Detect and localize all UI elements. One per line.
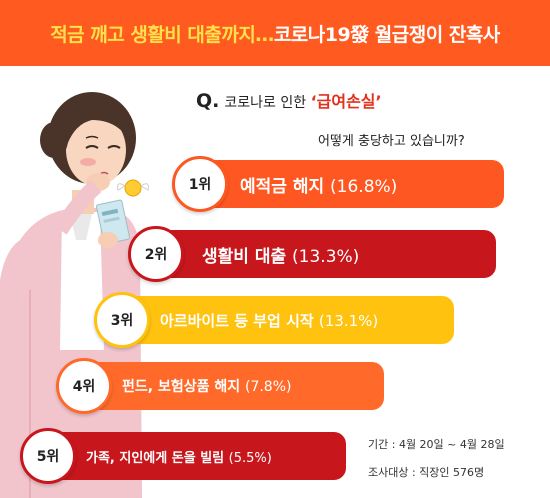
rank-badge-2: 2위 bbox=[128, 226, 184, 282]
survey-period: 기간 : 4월 20일 ~ 4월 28일 bbox=[368, 438, 505, 451]
bar-label-3: 아르바이트 등 부업 시작 (13.1%) bbox=[160, 310, 378, 331]
value-label-3: (13.1%) bbox=[318, 311, 379, 330]
question-line-1: Q. 코로나로 인한 ‘급여손실’ bbox=[196, 88, 382, 112]
rank-badge-5: 5위 bbox=[20, 428, 76, 484]
question-emphasis: ‘급여손실’ bbox=[310, 92, 382, 111]
category-2: 생활비 대출 bbox=[202, 246, 287, 267]
rank-badge-3: 3위 bbox=[94, 292, 150, 348]
category-4: 펀드, 보험상품 해지 bbox=[122, 379, 241, 395]
worried-worker-illustration bbox=[0, 92, 149, 498]
bar-label-1: 예적금 해지 (16.8%) bbox=[240, 172, 397, 197]
banner-title: 코로나19發 월급쟁이 잔혹사 bbox=[273, 23, 500, 46]
value-label-2: (13.3%) bbox=[292, 246, 360, 267]
banner-title-highlight: 적금 깨고 생활비 대출까지… bbox=[50, 23, 274, 46]
value-label-1: (16.8%) bbox=[330, 176, 398, 197]
rank-badge-4: 4위 bbox=[56, 358, 112, 414]
bar-label-4: 펀드, 보험상품 해지 (7.8%) bbox=[122, 376, 291, 396]
question-line-2: 어떻게 충당하고 있습니까? bbox=[318, 134, 465, 149]
bar-rank-1: 예적금 해지 (16.8%) bbox=[196, 160, 504, 208]
category-3: 아르바이트 등 부업 시작 bbox=[160, 311, 314, 330]
survey-target: 조사대상 : 직장인 576명 bbox=[368, 466, 485, 479]
value-label-4: (7.8%) bbox=[244, 379, 292, 395]
bar-rank-4: 펀드, 보험상품 해지 (7.8%) bbox=[80, 362, 384, 410]
bar-label-2: 생활비 대출 (13.3%) bbox=[202, 242, 359, 267]
question-prefix: 코로나로 인한 bbox=[224, 95, 311, 111]
value-label-5: (5.5%) bbox=[228, 450, 272, 466]
bar-rank-3: 아르바이트 등 부업 시작 (13.1%) bbox=[118, 296, 454, 344]
bar-label-5: 가족, 지인에게 돈을 빌림 (5.5%) bbox=[86, 447, 272, 466]
title-banner: 적금 깨고 생활비 대출까지… 코로나19發 월급쟁이 잔혹사 bbox=[0, 0, 550, 66]
category-1: 예적금 해지 bbox=[240, 176, 325, 197]
rank-badge-1: 1위 bbox=[172, 156, 228, 212]
question-mark: Q. bbox=[196, 90, 220, 112]
category-5: 가족, 지인에게 돈을 빌림 bbox=[86, 450, 225, 466]
bar-rank-5: 가족, 지인에게 돈을 빌림 (5.5%) bbox=[44, 432, 346, 480]
bar-rank-2: 생활비 대출 (13.3%) bbox=[152, 230, 496, 278]
